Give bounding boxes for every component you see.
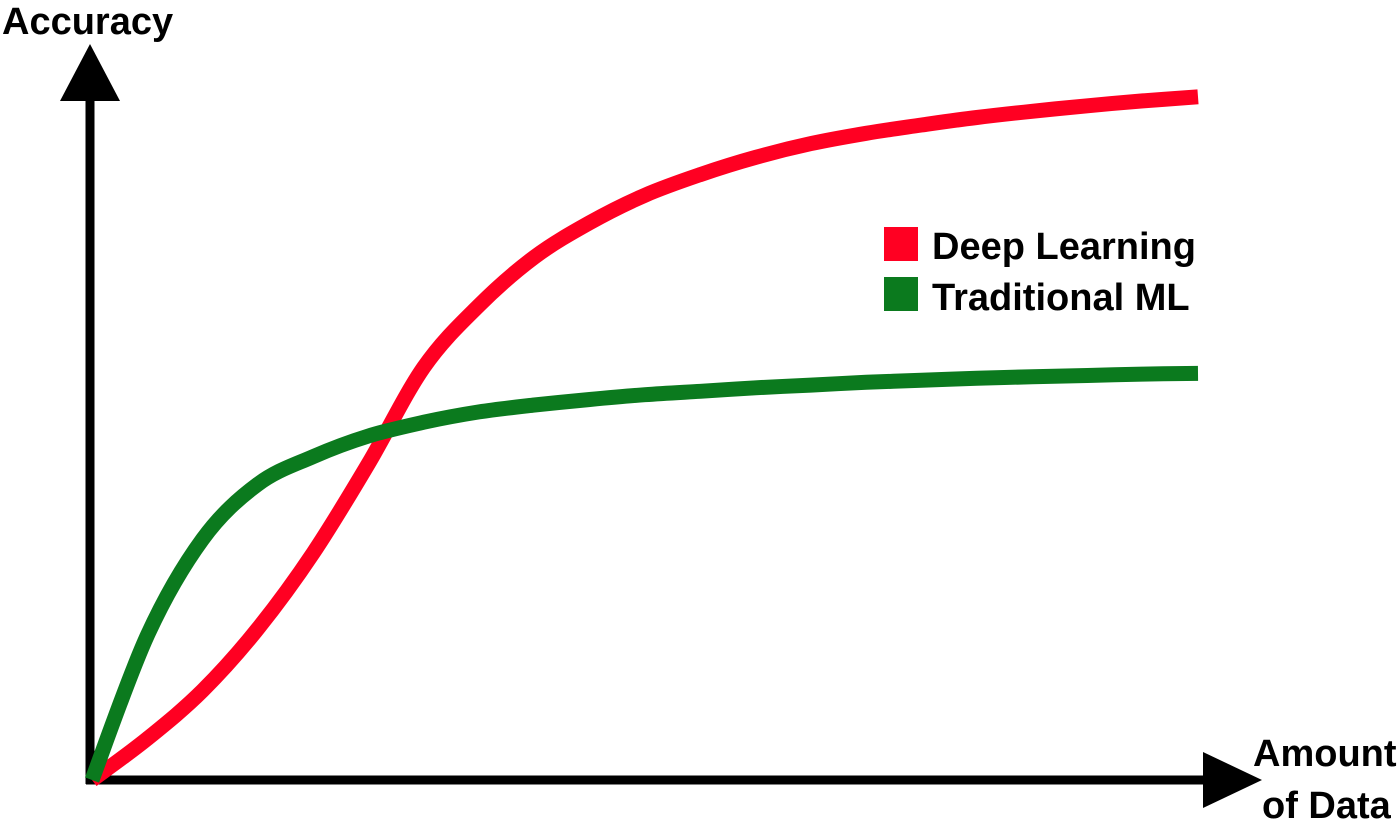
axes <box>60 44 1262 808</box>
legend: Deep Learning Traditional ML <box>884 226 1196 319</box>
x-axis-label-line-2: of Data <box>1262 785 1392 823</box>
x-axis-arrow <box>1203 752 1262 808</box>
x-axis-label-line-1: Amount <box>1253 733 1397 775</box>
series-group <box>84 89 1199 787</box>
legend-swatch-traditional-ml <box>884 277 918 311</box>
series-line-traditional-ml <box>84 365 1199 783</box>
legend-swatch-deep-learning <box>884 227 918 261</box>
y-axis-arrow <box>60 44 120 101</box>
y-axis-label: Accuracy <box>2 1 173 43</box>
legend-label-traditional-ml: Traditional ML <box>932 277 1190 319</box>
legend-label-deep-learning: Deep Learning <box>932 226 1196 268</box>
series-line-deep-learning <box>87 89 1199 787</box>
